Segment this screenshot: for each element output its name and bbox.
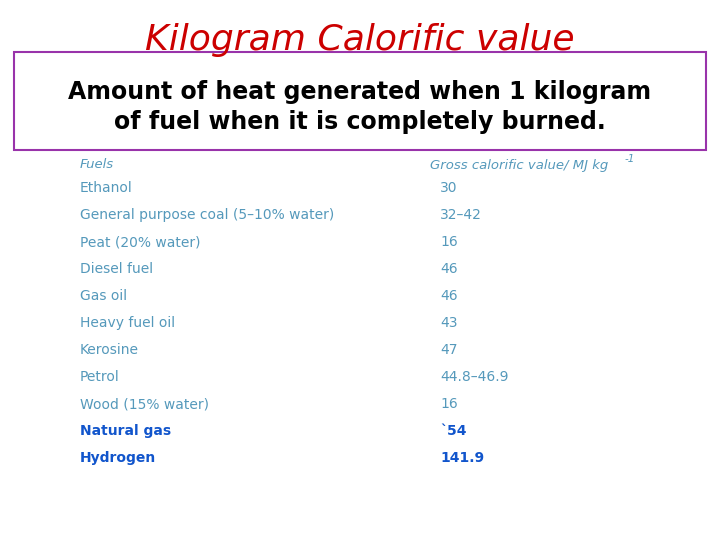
Text: Kerosine: Kerosine [80,343,139,357]
Text: 44.8–46.9: 44.8–46.9 [440,370,508,384]
Text: Gross calorific value/ MJ kg: Gross calorific value/ MJ kg [430,159,608,172]
Text: Fuels: Fuels [80,159,114,172]
Text: 32–42: 32–42 [440,208,482,222]
Text: `54: `54 [440,424,467,438]
Text: 46: 46 [440,262,458,276]
Text: Gas oil: Gas oil [80,289,127,303]
Bar [14,52,706,150]
Text: Kilogram Calorific value: Kilogram Calorific value [145,23,575,57]
Text: Petrol: Petrol [80,370,120,384]
Text: Peat (20% water): Peat (20% water) [80,235,200,249]
Text: Diesel fuel: Diesel fuel [80,262,153,276]
Text: Wood (15% water): Wood (15% water) [80,397,209,411]
Text: 30: 30 [440,181,457,195]
Text: 16: 16 [440,235,458,249]
Text: 43: 43 [440,316,457,330]
Text: of fuel when it is completely burned.: of fuel when it is completely burned. [114,110,606,134]
Text: 46: 46 [440,289,458,303]
Text: Amount of heat generated when 1 kilogram: Amount of heat generated when 1 kilogram [68,80,652,104]
Text: Ethanol: Ethanol [80,181,132,195]
Text: General purpose coal (5–10% water): General purpose coal (5–10% water) [80,208,334,222]
Text: Hydrogen: Hydrogen [80,451,156,465]
Text: Natural gas: Natural gas [80,424,171,438]
Text: 16: 16 [440,397,458,411]
Text: 47: 47 [440,343,457,357]
Text: 141.9: 141.9 [440,451,484,465]
Text: -1: -1 [625,154,635,164]
Text: Heavy fuel oil: Heavy fuel oil [80,316,175,330]
